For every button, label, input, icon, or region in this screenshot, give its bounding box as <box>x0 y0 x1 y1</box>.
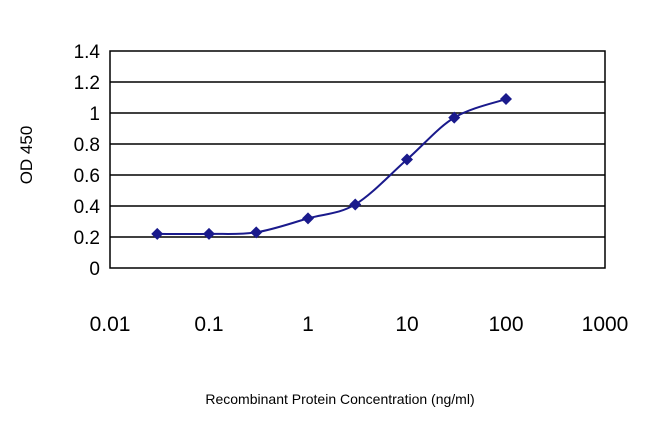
x-tick-label-2: 1 <box>302 313 314 336</box>
y-tick-label-7: 1.4 <box>74 42 101 63</box>
data-point-5 <box>401 153 413 166</box>
data-point-4 <box>349 198 362 211</box>
data-point-3 <box>302 212 314 225</box>
data-point-2 <box>250 226 263 239</box>
x-axis-ticks: 0.01 0.1 1 10 100 1000 <box>90 313 629 336</box>
y-tick-label-4: 0.8 <box>74 135 100 156</box>
data-point-1 <box>203 227 215 240</box>
y-axis-label: OD 450 <box>17 126 36 185</box>
gridlines <box>110 81 605 238</box>
y-tick-label-2: 0.4 <box>74 197 101 218</box>
y-tick-label-0: 0 <box>89 259 100 280</box>
x-tick-label-5: 1000 <box>582 313 629 336</box>
series-markers <box>151 93 512 240</box>
data-point-7 <box>500 93 512 106</box>
x-tick-label-0: 0.01 <box>90 313 131 336</box>
y-tick-label-3: 0.6 <box>74 166 100 187</box>
x-axis-label: Recombinant Protein Concentration (ng/ml… <box>205 391 474 407</box>
x-tick-label-3: 10 <box>395 313 418 336</box>
x-tick-label-1: 0.1 <box>194 313 223 336</box>
plot-frame <box>109 50 606 269</box>
y-tick-label-6: 1.2 <box>74 73 100 94</box>
x-tick-label-4: 100 <box>488 313 523 336</box>
data-point-0 <box>151 227 164 240</box>
data-point-6 <box>448 111 461 124</box>
y-tick-label-5: 1 <box>89 104 100 125</box>
y-tick-label-1: 0.2 <box>74 228 100 249</box>
y-axis-ticks: 0 0.2 0.4 0.6 0.8 1 1.2 1.4 <box>74 42 101 280</box>
